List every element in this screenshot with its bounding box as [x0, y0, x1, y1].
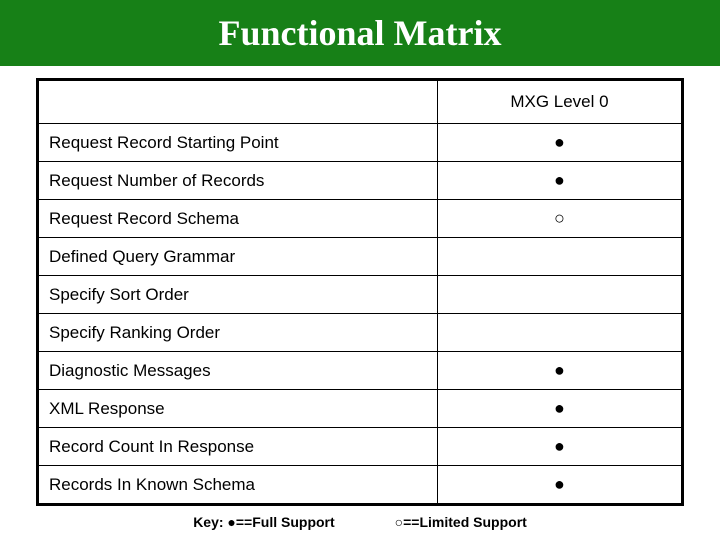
legend: Key: ●==Full Support ○==Limited Support [36, 506, 684, 530]
feature-cell: Specify Sort Order [38, 276, 438, 314]
legend-full-support: Key: ●==Full Support [193, 514, 334, 530]
table-header-row: MXG Level 0 [38, 80, 683, 124]
table-row: Specify Sort Order [38, 276, 683, 314]
support-cell: ● [437, 428, 682, 466]
page-title: Functional Matrix [219, 12, 502, 54]
table-row: Request Number of Records ● [38, 162, 683, 200]
support-cell: ● [437, 124, 682, 162]
support-cell: ● [437, 162, 682, 200]
feature-cell: Specify Ranking Order [38, 314, 438, 352]
feature-cell: Defined Query Grammar [38, 238, 438, 276]
support-cell [437, 238, 682, 276]
support-cell: ● [437, 390, 682, 428]
legend-limited-support: ○==Limited Support [395, 514, 527, 530]
table-header-level: MXG Level 0 [437, 80, 682, 124]
table-header-blank [38, 80, 438, 124]
table-row: Request Record Starting Point ● [38, 124, 683, 162]
matrix-table-container: MXG Level 0 Request Record Starting Poin… [0, 66, 720, 530]
support-cell: ● [437, 352, 682, 390]
table-row: Records In Known Schema ● [38, 466, 683, 505]
table-row: Specify Ranking Order [38, 314, 683, 352]
support-cell [437, 314, 682, 352]
title-bar: Functional Matrix [0, 0, 720, 66]
feature-cell: XML Response [38, 390, 438, 428]
feature-cell: Request Record Schema [38, 200, 438, 238]
feature-cell: Request Record Starting Point [38, 124, 438, 162]
support-cell [437, 276, 682, 314]
support-cell: ● [437, 466, 682, 505]
table-row: Diagnostic Messages ● [38, 352, 683, 390]
feature-cell: Record Count In Response [38, 428, 438, 466]
feature-cell: Diagnostic Messages [38, 352, 438, 390]
feature-cell: Request Number of Records [38, 162, 438, 200]
table-row: Defined Query Grammar [38, 238, 683, 276]
support-cell: ○ [437, 200, 682, 238]
table-row: Record Count In Response ● [38, 428, 683, 466]
table-row: XML Response ● [38, 390, 683, 428]
table-row: Request Record Schema ○ [38, 200, 683, 238]
functional-matrix-table: MXG Level 0 Request Record Starting Poin… [36, 78, 684, 506]
feature-cell: Records In Known Schema [38, 466, 438, 505]
